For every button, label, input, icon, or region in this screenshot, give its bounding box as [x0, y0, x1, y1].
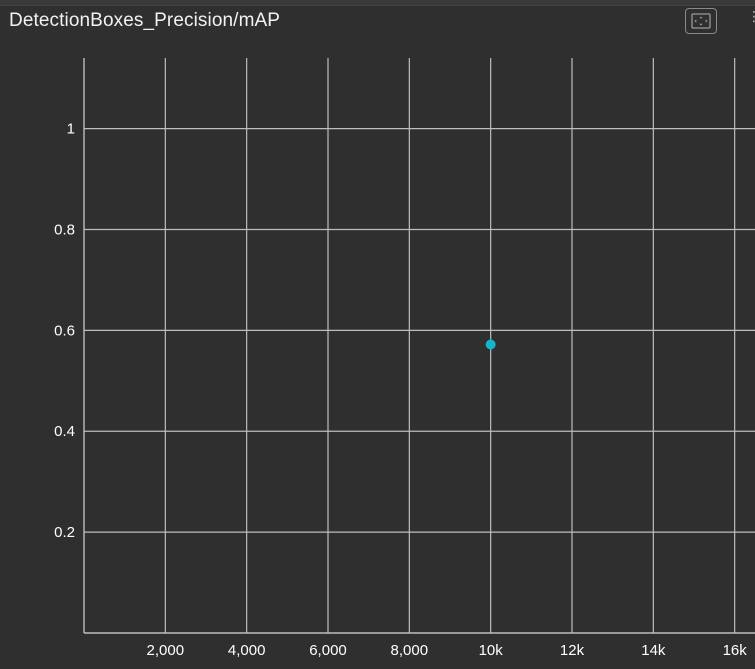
axes	[83, 58, 755, 634]
fit-to-screen-icon	[691, 13, 711, 29]
x-axis-ticks: 2,000 4,000 6,000 8,000 10k 12k 14k 16k	[147, 642, 748, 659]
x-tick-label: 14k	[641, 642, 666, 659]
overflow-menu-icon[interactable]: ⋮	[747, 8, 755, 24]
fit-to-screen-button[interactable]	[685, 8, 717, 34]
x-tick-label: 10k	[479, 642, 504, 659]
data-points	[485, 339, 496, 350]
data-point	[485, 339, 496, 350]
chart-title: DetectionBoxes_Precision/mAP	[9, 10, 281, 31]
x-tick-label: 12k	[560, 642, 585, 659]
x-tick-label: 16k	[723, 642, 748, 659]
y-tick-label: 0.6	[54, 322, 75, 339]
y-tick-label: 0.2	[54, 524, 75, 541]
y-axis-ticks: 0.2 0.4 0.6 0.8 1	[54, 121, 75, 542]
x-tick-label: 4,000	[228, 642, 266, 659]
y-tick-label: 0.8	[54, 221, 75, 238]
x-tick-label: 8,000	[391, 642, 429, 659]
y-tick-label: 0.4	[54, 423, 75, 440]
card-top-border	[0, 0, 755, 6]
grid-lines	[84, 58, 755, 633]
x-tick-label: 6,000	[309, 642, 347, 659]
x-tick-label: 2,000	[147, 642, 185, 659]
y-tick-label: 1	[67, 121, 75, 138]
